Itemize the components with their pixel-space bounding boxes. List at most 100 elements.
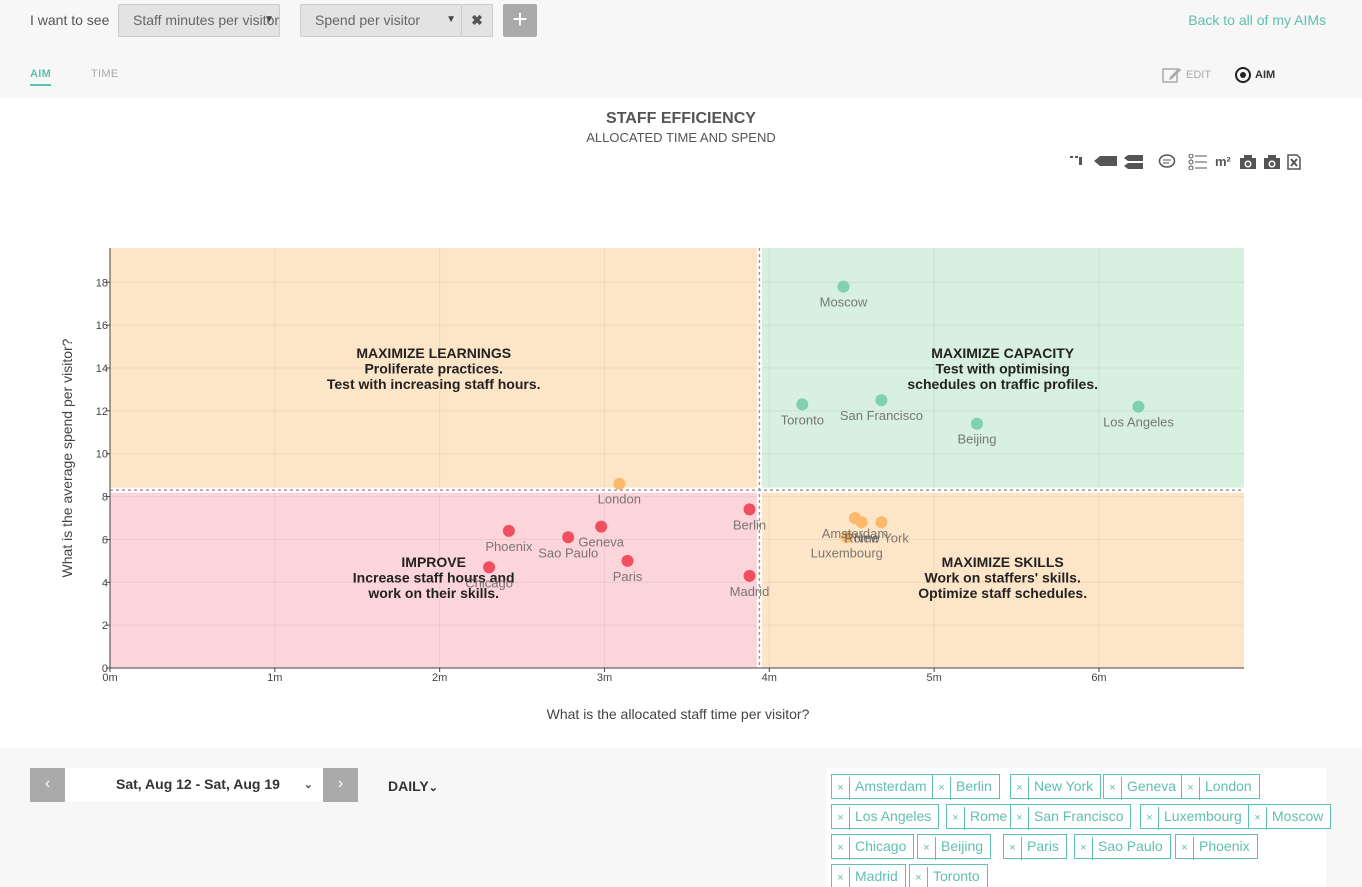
data-point-chicago bbox=[483, 561, 496, 574]
data-point-label: New York bbox=[854, 530, 909, 545]
quadrant-label-top-left: MAXIMIZE LEARNINGS bbox=[356, 345, 511, 361]
remove-city-icon[interactable]: × bbox=[1075, 837, 1093, 860]
previous-period-button[interactable]: ‹ bbox=[30, 768, 65, 802]
quadrant-label-bottom-left: work on their skills. bbox=[367, 585, 499, 601]
remove-city-icon[interactable]: × bbox=[832, 807, 850, 830]
data-point-label: Luxembourg bbox=[811, 545, 883, 560]
city-chip: × London bbox=[1181, 774, 1260, 800]
remove-city-icon[interactable]: × bbox=[918, 837, 936, 860]
city-chip-label: Luxembourg bbox=[1164, 808, 1242, 824]
remove-city-icon[interactable]: × bbox=[1011, 777, 1029, 800]
y-tick-label: 12 bbox=[96, 406, 108, 418]
city-chip-label: Phoenix bbox=[1199, 838, 1250, 854]
city-chip-label: Toronto bbox=[933, 868, 980, 884]
quadrant-bottom-left bbox=[110, 490, 760, 668]
data-point-label: Amsterdam bbox=[822, 526, 888, 541]
quadrant-label-bottom-right: Optimize staff schedules. bbox=[918, 585, 1087, 601]
data-point-label: San Francisco bbox=[840, 408, 923, 423]
remove-city-icon[interactable]: × bbox=[1182, 777, 1200, 800]
metric-select-y[interactable]: Spend per visitor ▼ bbox=[300, 4, 462, 37]
remove-metric-button[interactable]: ✖ bbox=[462, 4, 493, 37]
metric-select-x[interactable]: Staff minutes per visitor ▼ bbox=[118, 4, 280, 37]
date-range-picker[interactable]: Sat, Aug 12 - Sat, Aug 19 ⌄ bbox=[65, 768, 323, 802]
tab-aim[interactable]: AIM bbox=[30, 68, 52, 86]
data-point-label: Madrid bbox=[730, 584, 770, 599]
x-tick-label: 2m bbox=[432, 672, 447, 684]
y-tick-label: 0 bbox=[102, 663, 108, 675]
tag-icon[interactable] bbox=[1094, 154, 1118, 171]
chevron-down-icon: ⌄ bbox=[303, 779, 313, 791]
remove-city-icon[interactable]: × bbox=[933, 777, 951, 800]
camera-icon[interactable] bbox=[1239, 154, 1257, 173]
remove-city-icon[interactable]: × bbox=[947, 807, 965, 830]
granularity-dropdown[interactable]: DAILY⌄ bbox=[388, 778, 438, 794]
remove-city-icon[interactable]: × bbox=[832, 777, 850, 800]
top-bar: I want to see Staff minutes per visitor … bbox=[0, 0, 1362, 98]
quadrant-label-top-right: Test with optimising bbox=[936, 361, 1070, 377]
remove-city-icon[interactable]: × bbox=[1004, 837, 1022, 860]
x-tick-label: 6m bbox=[1091, 672, 1106, 684]
city-chip-label: Rome bbox=[970, 808, 1008, 824]
quadrant-label-bottom-right: Work on staffers' skills. bbox=[925, 569, 1081, 585]
x-tick-label: 1m bbox=[267, 672, 282, 684]
data-point-label: London bbox=[598, 492, 641, 507]
metric-select-y-value: Spend per visitor bbox=[315, 12, 421, 28]
quadrant-top-left bbox=[110, 248, 760, 491]
data-point-london bbox=[613, 477, 626, 490]
data-point-label: Paris bbox=[613, 569, 643, 584]
comment-icon[interactable] bbox=[1158, 154, 1176, 173]
list-icon[interactable] bbox=[1188, 153, 1208, 173]
remove-city-icon[interactable]: × bbox=[1011, 807, 1029, 830]
data-point-toronto bbox=[796, 398, 809, 411]
aim-mode-button[interactable]: AIM bbox=[1235, 67, 1275, 83]
data-point-label: Berlin bbox=[733, 517, 766, 532]
city-chip-label: Los Angeles bbox=[855, 808, 932, 824]
next-period-button[interactable]: › bbox=[323, 768, 358, 802]
edit-mode-button[interactable]: EDIT bbox=[1162, 67, 1211, 83]
data-point-new-york bbox=[875, 516, 888, 529]
remove-city-icon[interactable]: × bbox=[1249, 807, 1267, 830]
x-tick-label: 4m bbox=[762, 672, 777, 684]
dropdown-arrow-icon: ▼ bbox=[446, 14, 456, 25]
remove-city-icon[interactable]: × bbox=[832, 837, 850, 860]
legend-toggle-icon[interactable] bbox=[1070, 154, 1084, 171]
edit-label: EDIT bbox=[1186, 68, 1212, 81]
quadrant-backgrounds bbox=[110, 248, 1244, 668]
city-chip: × Phoenix bbox=[1175, 834, 1258, 860]
quadrant-label-top-left: Proliferate practices. bbox=[364, 361, 503, 377]
add-metric-button[interactable]: + bbox=[503, 4, 537, 37]
target-icon bbox=[1235, 67, 1251, 83]
area-unit-icon[interactable]: m² bbox=[1215, 154, 1231, 169]
quadrant-label-top-right: MAXIMIZE CAPACITY bbox=[931, 345, 1075, 361]
city-chip: × Madrid bbox=[831, 864, 906, 887]
data-point-phoenix bbox=[502, 524, 515, 537]
data-point-paris bbox=[621, 554, 634, 567]
compare-icon[interactable] bbox=[1124, 154, 1144, 173]
data-point-label: Toronto bbox=[781, 412, 824, 427]
camera-icon[interactable] bbox=[1263, 154, 1281, 173]
city-chip-label: New York bbox=[1034, 778, 1094, 794]
city-chip-label: Paris bbox=[1027, 838, 1059, 854]
remove-city-icon[interactable]: × bbox=[832, 867, 850, 887]
city-filter-list: × Amsterdam × Berlin × New York × Geneva × London… bbox=[826, 768, 1332, 887]
city-chip: × Toronto bbox=[909, 864, 988, 887]
city-chip-label: Chicago bbox=[855, 838, 907, 854]
excel-export-icon[interactable] bbox=[1287, 154, 1301, 173]
remove-city-icon[interactable]: × bbox=[910, 867, 928, 887]
city-chip: × Chicago bbox=[831, 834, 915, 860]
tab-time[interactable]: TIME bbox=[91, 68, 119, 80]
city-chip: × Los Angeles bbox=[831, 804, 940, 830]
edit-icon bbox=[1162, 68, 1181, 83]
remove-city-icon[interactable]: × bbox=[1104, 777, 1122, 800]
remove-city-icon[interactable]: × bbox=[1176, 837, 1194, 860]
data-point-label: Geneva bbox=[578, 535, 624, 550]
y-tick-label: 14 bbox=[96, 363, 108, 375]
quadrant-bottom-right bbox=[759, 490, 1244, 668]
back-to-aims-link[interactable]: Back to all of my AIMs bbox=[1188, 12, 1326, 28]
y-tick-label: 16 bbox=[96, 320, 108, 332]
data-point-madrid bbox=[743, 569, 756, 582]
remove-city-icon[interactable]: × bbox=[1141, 807, 1159, 830]
city-chip-label: Moscow bbox=[1272, 808, 1324, 824]
city-chip: × Paris bbox=[1003, 834, 1067, 860]
city-chip: × Geneva bbox=[1103, 774, 1185, 800]
